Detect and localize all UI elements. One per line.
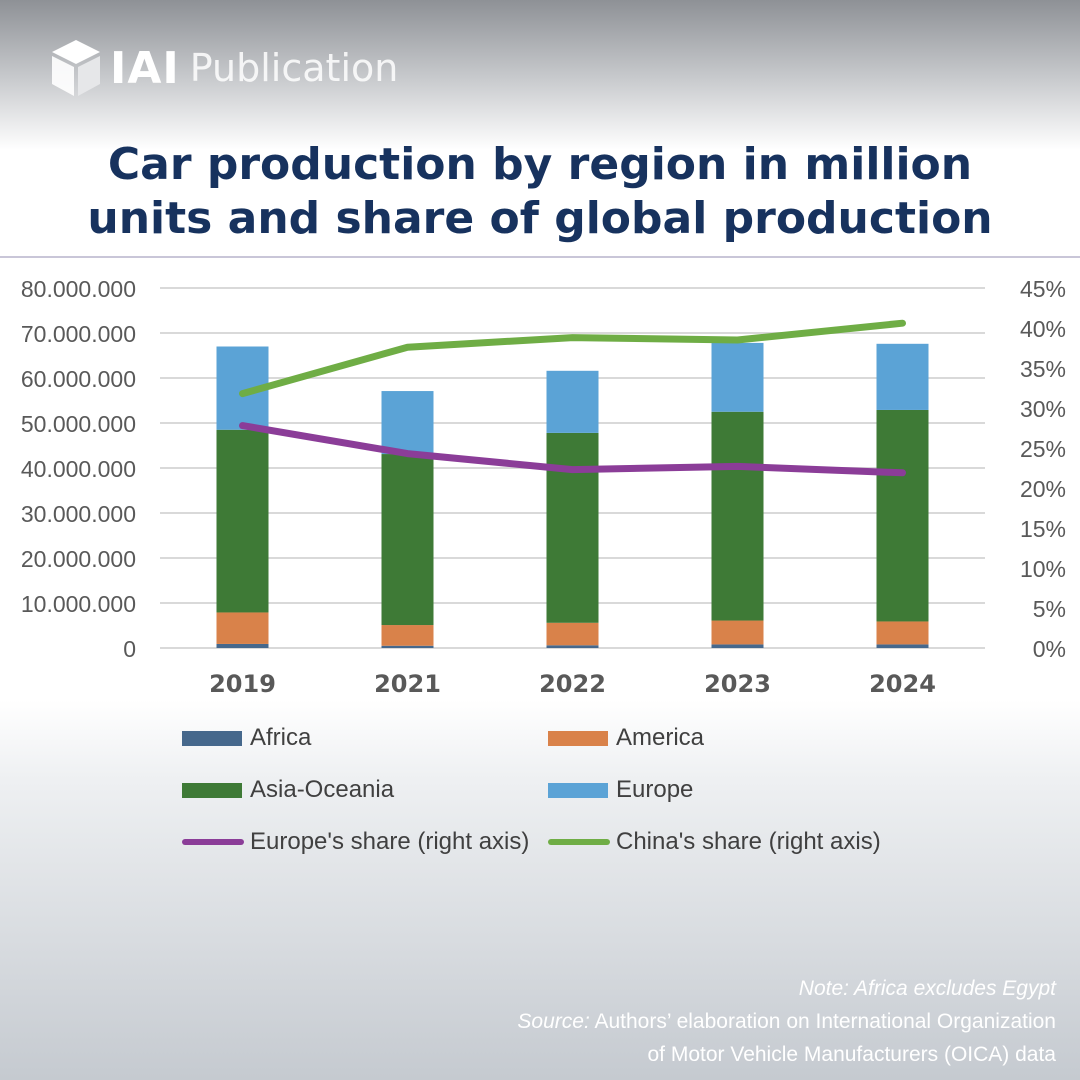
left-axis-tick-label: 40.000.000 xyxy=(21,456,136,482)
legend-swatch-america xyxy=(548,730,608,746)
right-axis-tick-label: 30% xyxy=(1020,396,1066,422)
legend-item-america: America xyxy=(548,724,704,752)
x-axis-tick-label: 2021 xyxy=(374,670,441,698)
cube-logo-icon xyxy=(52,40,100,96)
legend-item-africa: Africa xyxy=(182,724,311,752)
brand-name: IAI xyxy=(110,42,180,94)
bar-europe xyxy=(711,342,764,412)
right-axis-tick-label: 15% xyxy=(1020,516,1066,542)
note-line: Note: Africa excludes Egypt xyxy=(517,972,1056,1005)
bar-europe xyxy=(876,343,929,410)
bar-america xyxy=(381,625,434,646)
bar-africa xyxy=(711,644,764,648)
right-axis-tick-label: 10% xyxy=(1020,556,1066,582)
note-label: Note: xyxy=(798,977,849,1000)
source-line: Source: Authors’ elaboration on Internat… xyxy=(517,1005,1056,1038)
title-line-1: Car production by region in million xyxy=(107,139,973,190)
legend-swatch-europe xyxy=(548,782,608,798)
bar-africa xyxy=(216,643,269,648)
x-axis-tick-label: 2022 xyxy=(539,670,606,698)
brand-logo: IAI Publication xyxy=(48,36,398,100)
bar-europe xyxy=(381,391,434,455)
brand-label: Publication xyxy=(189,46,399,90)
bar-america xyxy=(876,621,929,645)
title-divider xyxy=(0,256,1080,258)
bar-europe xyxy=(546,370,599,433)
line-europe_share xyxy=(239,422,906,477)
left-axis-tick-label: 70.000.000 xyxy=(21,321,136,347)
bar-america xyxy=(711,620,764,645)
legend-item-europe-share: Europe's share (right axis) xyxy=(182,828,529,856)
right-axis-tick-label: 35% xyxy=(1020,356,1066,382)
bar-africa xyxy=(381,645,434,648)
legend-label-europe: Europe xyxy=(616,776,694,803)
right-axis-tick-label: 40% xyxy=(1020,316,1066,342)
right-axis-tick-label: 45% xyxy=(1020,276,1066,302)
right-axis-tick-label: 20% xyxy=(1020,476,1066,502)
legend-item-europe: Europe xyxy=(548,776,693,804)
bar-africa xyxy=(546,645,599,648)
legend-swatch-asia xyxy=(182,782,242,798)
x-axis-tick-label: 2019 xyxy=(209,670,276,698)
right-axis-tick-label: 5% xyxy=(1033,596,1066,622)
source-line-2: of Motor Vehicle Manufacturers (OICA) da… xyxy=(647,1043,1056,1066)
legend-label-europe-share: Europe's share (right axis) xyxy=(250,828,530,855)
right-axis-tick-label: 25% xyxy=(1020,436,1066,462)
title-line-2: units and share of global production xyxy=(87,193,993,244)
left-axis-tick-label: 50.000.000 xyxy=(21,411,136,437)
left-axis-tick-label: 60.000.000 xyxy=(21,366,136,392)
bar-asia xyxy=(711,411,764,621)
bar-asia xyxy=(876,409,929,622)
left-axis-tick-label: 80.000.000 xyxy=(21,276,136,302)
legend-item-china-share: China's share (right axis) xyxy=(548,828,881,856)
legend-swatch-africa xyxy=(182,730,242,746)
bar-america xyxy=(216,612,269,644)
left-axis-tick-label: 20.000.000 xyxy=(21,546,136,572)
legend-item-asia: Asia-Oceania xyxy=(182,776,394,804)
legend-label-china-share: China's share (right axis) xyxy=(616,828,881,855)
right-axis-tick-label: 0% xyxy=(1033,636,1066,662)
bar-asia xyxy=(546,432,599,623)
left-axis-tick-label: 0 xyxy=(123,636,136,662)
legend-line-europe-share xyxy=(182,839,244,845)
bar-asia xyxy=(381,454,434,626)
legend-line-china-share xyxy=(548,839,610,845)
left-axis-tick-label: 10.000.000 xyxy=(21,591,136,617)
x-axis-tick-label: 2023 xyxy=(704,670,771,698)
legend-label-africa: Africa xyxy=(250,724,312,751)
production-chart: 80.000.000 70.000.000 60.000.000 50.000.000… xyxy=(21,276,1066,698)
page-title: Car production by region in million unit… xyxy=(0,138,1080,246)
chart-notes: Note: Africa excludes Egypt Source: Auth… xyxy=(517,972,1056,1071)
bar-africa xyxy=(876,644,929,648)
legend-label-asia: Asia-Oceania xyxy=(250,776,395,803)
legend-label-america: America xyxy=(616,724,705,751)
left-axis-tick-label: 30.000.000 xyxy=(21,501,136,527)
bar-asia xyxy=(216,429,269,613)
x-axis-tick-label: 2024 xyxy=(869,670,936,698)
note-text: Africa excludes Egypt xyxy=(849,977,1056,1000)
source-label: Source: xyxy=(517,1010,590,1033)
line-china_share xyxy=(239,319,906,398)
bar-america xyxy=(546,622,599,646)
source-text-1: Authors’ elaboration on International Or… xyxy=(589,1010,1056,1033)
